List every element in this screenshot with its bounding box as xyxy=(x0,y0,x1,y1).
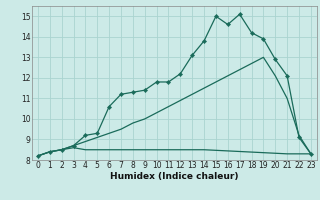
X-axis label: Humidex (Indice chaleur): Humidex (Indice chaleur) xyxy=(110,172,239,181)
